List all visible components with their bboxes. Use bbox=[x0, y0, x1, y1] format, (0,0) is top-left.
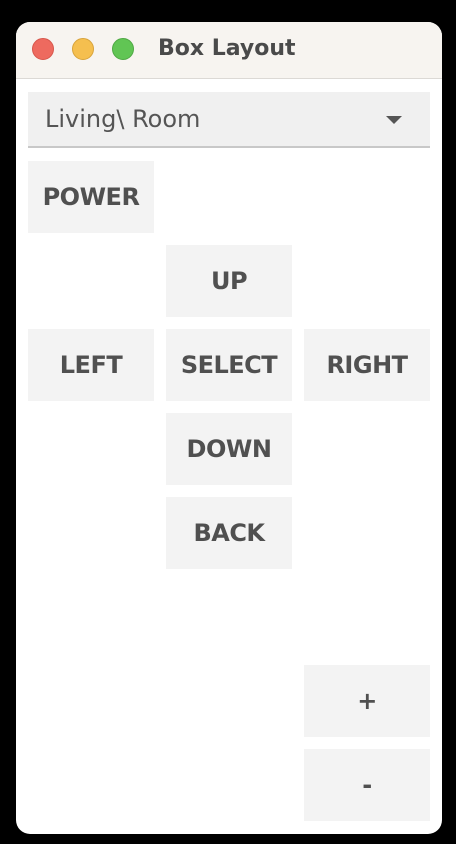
room-dropdown-value: Living\ Room bbox=[45, 105, 201, 133]
minimize-window-button[interactable] bbox=[72, 38, 94, 60]
room-dropdown[interactable]: Living\ Room bbox=[28, 92, 430, 148]
left-button[interactable]: LEFT bbox=[28, 329, 154, 401]
up-button[interactable]: UP bbox=[166, 245, 292, 317]
down-button[interactable]: DOWN bbox=[166, 413, 292, 485]
volume-up-button[interactable]: + bbox=[304, 665, 430, 737]
title-bar: Box Layout bbox=[16, 22, 442, 79]
right-button[interactable]: RIGHT bbox=[304, 329, 430, 401]
close-window-button[interactable] bbox=[32, 38, 54, 60]
back-button[interactable]: BACK bbox=[166, 497, 292, 569]
app-window: Box Layout Living\ Room POWER UP LEFT SE… bbox=[16, 22, 442, 834]
maximize-window-button[interactable] bbox=[112, 38, 134, 60]
window-title: Box Layout bbox=[158, 36, 296, 61]
power-button[interactable]: POWER bbox=[28, 161, 154, 233]
volume-down-button[interactable]: - bbox=[304, 749, 430, 821]
select-button[interactable]: SELECT bbox=[166, 329, 292, 401]
chevron-down-icon bbox=[386, 116, 402, 124]
